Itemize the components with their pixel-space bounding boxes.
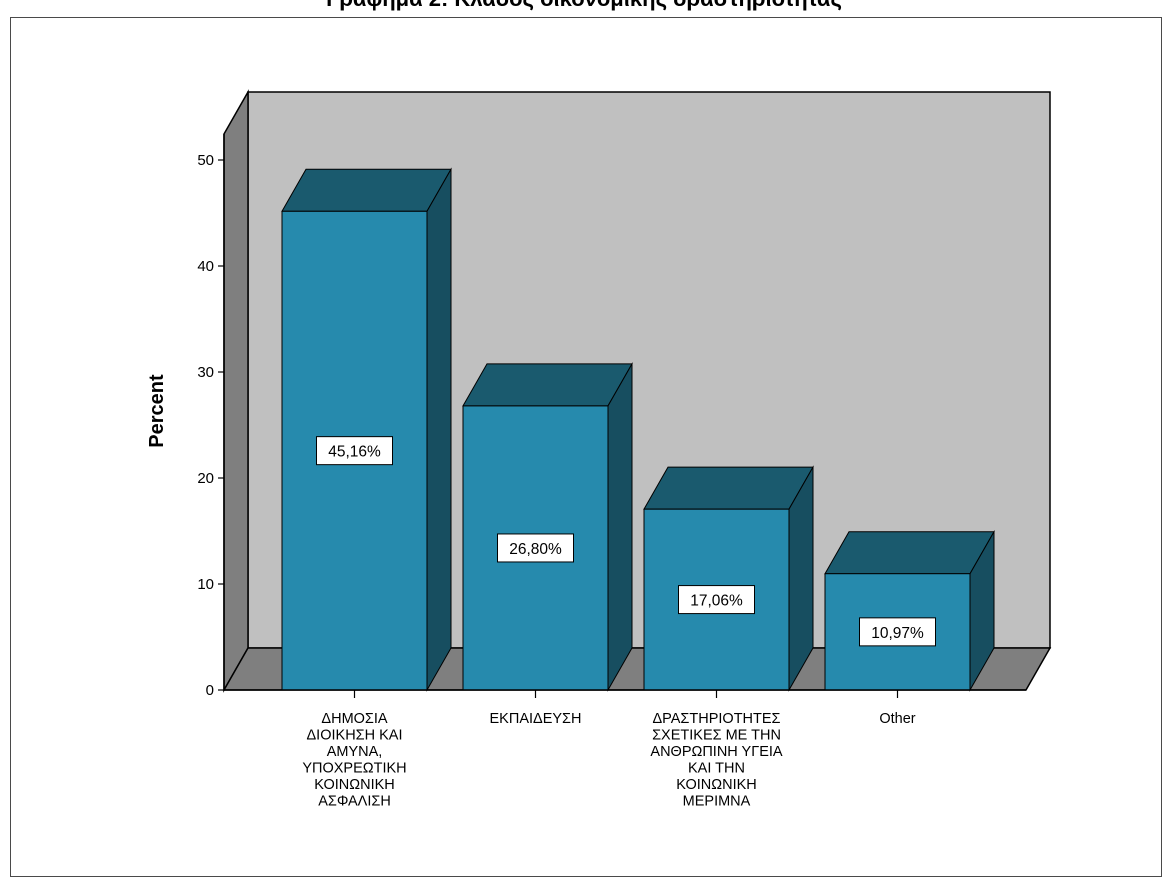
x-axis: ΔΗΜΟΣΙΑ ΔΙΟΙΚΗΣΗ ΚΑΙ ΑΜΥΝΑ, ΥΠΟΧΡΕΩΤΙΚΗ ΚΟΙΝ… bbox=[224, 689, 1026, 810]
data-label: 10,97% bbox=[871, 625, 924, 642]
y-tick-label: 40 bbox=[197, 258, 214, 275]
side-wall bbox=[223, 89, 249, 693]
y-tick-label: 50 bbox=[197, 152, 214, 169]
y-tick-label: 0 bbox=[206, 682, 214, 699]
bar-chart: 0 10 20 30 40 50 45,16% 26,80% 17,06% 10,97% ΔΗΜ… bbox=[146, 89, 1052, 810]
bar-side bbox=[607, 362, 633, 692]
bar-top bbox=[281, 168, 452, 212]
data-label: 26,80% bbox=[509, 541, 562, 558]
data-label: 17,06% bbox=[690, 593, 743, 610]
data-label-box bbox=[678, 585, 755, 615]
x-tick-label: Other bbox=[879, 711, 915, 727]
x-tick-label: ΕΚΠΑΙΔΕΥΣΗ bbox=[490, 711, 582, 727]
bar-top bbox=[462, 363, 633, 407]
data-label-box bbox=[316, 436, 393, 466]
y-tick-label: 10 bbox=[197, 576, 214, 593]
y-tick-label: 30 bbox=[197, 364, 214, 381]
bar-group: 10,97% bbox=[824, 529, 995, 692]
bar-top bbox=[824, 531, 995, 575]
y-tick-label: 20 bbox=[197, 470, 214, 487]
data-label-box bbox=[859, 617, 936, 647]
y-axis-label: Percent bbox=[146, 374, 168, 448]
chart-title: Γράφημα 2: Κλάδος οικονομικής δραστηριότ… bbox=[0, 0, 1168, 12]
data-label: 45,16% bbox=[328, 444, 381, 461]
bars: 45,16% 26,80% 17,06% 10,97% bbox=[281, 167, 995, 692]
bar-top bbox=[643, 466, 814, 510]
y-axis: 0 10 20 30 40 50 bbox=[197, 134, 225, 699]
data-label-box bbox=[497, 533, 574, 563]
x-tick-label: ΔΡΑΣΤΗΡΙΟΤΗΤΕΣ ΣΧΕΤΙΚΕΣ ΜΕ ΤΗΝ ΑΝΘΡΩΠΙΝΗ Υ… bbox=[650, 711, 782, 810]
bar-group: 26,80% bbox=[462, 362, 633, 692]
x-tick-label: ΔΗΜΟΣΙΑ ΔΙΟΙΚΗΣΗ ΚΑΙ ΑΜΥΝΑ, ΥΠΟΧΡΕΩΤΙΚΗ ΚΟΙΝ… bbox=[302, 711, 406, 810]
bar-side bbox=[426, 167, 452, 692]
bar-group: 17,06% bbox=[643, 465, 814, 692]
bar-group: 45,16% bbox=[281, 167, 452, 692]
